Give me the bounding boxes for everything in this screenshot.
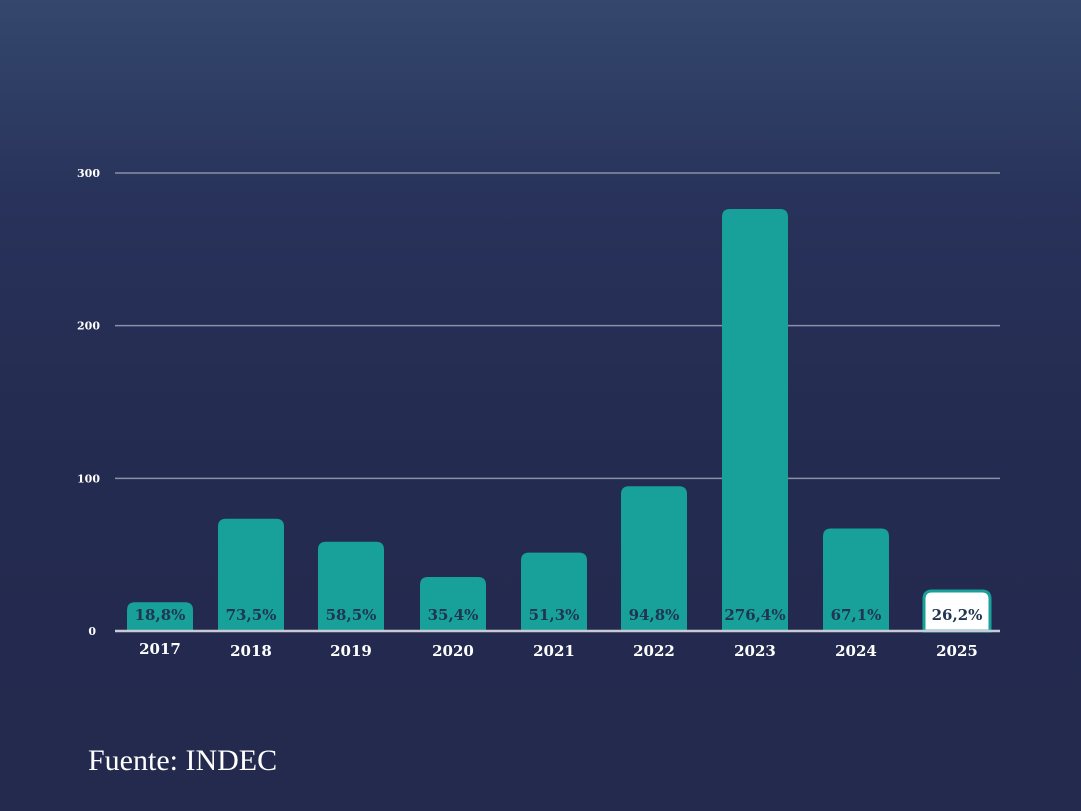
source-note: Fuente: INDEC bbox=[88, 744, 278, 777]
data-label: 276,4% bbox=[724, 606, 785, 624]
x-tick-label: 2021 bbox=[533, 642, 575, 660]
x-tick-label: 2023 bbox=[734, 642, 776, 660]
bar bbox=[722, 209, 788, 631]
data-label: 94,8% bbox=[629, 606, 680, 624]
x-tick-label: 2019 bbox=[330, 642, 372, 660]
data-label: 58,5% bbox=[326, 606, 377, 624]
y-tick-label: 100 bbox=[77, 472, 100, 485]
x-tick-label: 2022 bbox=[633, 642, 675, 660]
bar bbox=[922, 589, 992, 633]
bar bbox=[127, 602, 193, 631]
y-tick-label: 200 bbox=[77, 320, 100, 333]
data-label: 35,4% bbox=[428, 606, 479, 624]
data-label: 51,3% bbox=[529, 606, 580, 624]
data-label: 18,8% bbox=[135, 606, 186, 624]
bar bbox=[621, 486, 687, 631]
data-label: 73,5% bbox=[226, 606, 277, 624]
bar bbox=[218, 518, 284, 631]
x-tick-label: 2024 bbox=[835, 642, 877, 660]
bar bbox=[823, 528, 889, 631]
data-label: 26,2% bbox=[932, 606, 983, 624]
x-tick-label: 2017 bbox=[139, 640, 181, 658]
x-tick-label: 2025 bbox=[936, 642, 978, 660]
x-tick-label: 2020 bbox=[432, 642, 474, 660]
bar bbox=[521, 552, 587, 631]
y-tick-label: 300 bbox=[77, 167, 100, 180]
bar bbox=[420, 576, 486, 631]
bar bbox=[318, 541, 384, 631]
data-label: 67,1% bbox=[831, 606, 882, 624]
y-tick-label: 0 bbox=[88, 625, 96, 638]
x-tick-label: 2018 bbox=[230, 642, 272, 660]
